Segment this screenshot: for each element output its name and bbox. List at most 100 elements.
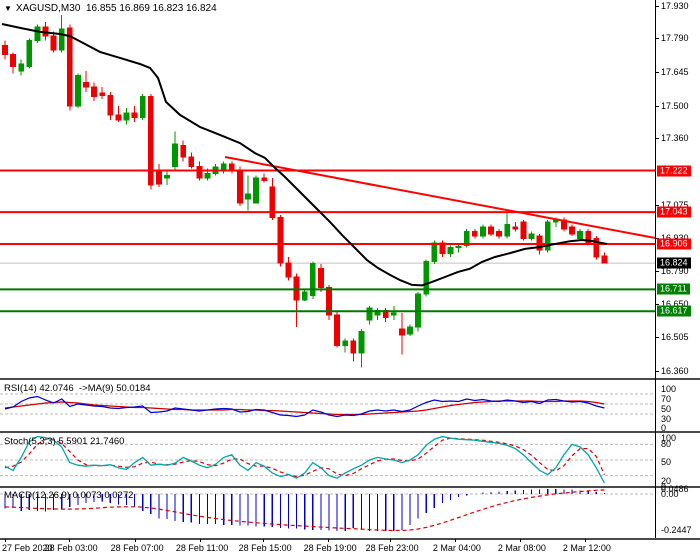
candle-body	[342, 340, 349, 346]
macd-panel[interactable]	[0, 488, 656, 538]
price-level-tag: 16.711	[657, 283, 690, 295]
candle-body	[593, 237, 600, 258]
candle-body	[75, 75, 81, 107]
price-axis-label: 17.075	[661, 199, 689, 210]
candle-body	[512, 226, 519, 230]
time-axis-label: 27 Feb 2020	[2, 543, 53, 553]
time-axis-label: 28 Feb 03:00	[44, 543, 98, 553]
candle-body	[58, 28, 65, 51]
price-axis-tick	[655, 371, 659, 372]
candle-body	[10, 54, 16, 67]
candle-body	[123, 112, 130, 121]
indicator-axis-label: 100	[661, 384, 677, 394]
indicator-axis-label: 50	[661, 457, 672, 467]
candle-body	[301, 291, 308, 301]
candle-body	[188, 156, 195, 167]
price-axis-tick	[655, 204, 659, 206]
time-axis-tick	[328, 539, 329, 542]
panel-separator[interactable]	[0, 538, 700, 540]
panel-separator[interactable]	[0, 431, 700, 433]
candle-body	[91, 86, 97, 98]
time-axis-label: 28 Feb 15:00	[238, 543, 292, 553]
stoch-title: Stoch(5,3,3) 5.5901 21.7460	[4, 436, 125, 447]
candle-body	[261, 177, 268, 181]
stoch-main-line	[4, 435, 605, 484]
price-axis-tick	[655, 303, 659, 305]
indicator-axis-label: 0.00	[661, 489, 679, 499]
candle-body	[366, 307, 373, 321]
candle-body	[496, 230, 503, 237]
candle-body	[326, 286, 332, 316]
price-axis-label: 16.650	[661, 298, 689, 309]
candle-body	[139, 96, 146, 118]
price-axis-tick	[655, 105, 659, 107]
candle-body	[504, 223, 511, 237]
candle-body	[471, 230, 478, 237]
candle-body	[423, 261, 430, 295]
price-axis-label: 16.930	[661, 233, 689, 243]
candle-body	[66, 27, 73, 107]
candle-body	[2, 44, 8, 56]
time-axis-tick	[263, 539, 264, 542]
candle-body	[131, 112, 138, 118]
price-axis-label: 17.645	[661, 67, 689, 78]
price-axis-label: 17.790	[661, 33, 689, 44]
candle-body	[180, 144, 187, 158]
price-axis-tick	[655, 38, 659, 40]
candle-body	[569, 226, 575, 235]
candle-body	[107, 94, 114, 116]
rsi-main-line	[4, 395, 605, 418]
candle-body	[237, 169, 243, 204]
candle-body	[358, 330, 365, 354]
candle-body	[245, 193, 251, 200]
candle-body	[156, 170, 162, 185]
price-axis-label: 16.360	[661, 366, 689, 376]
candle-body	[172, 143, 178, 167]
time-axis-tick	[390, 539, 391, 542]
candle-body	[115, 114, 122, 121]
indicator-axis-label: 0	[661, 482, 667, 492]
price-axis-border	[655, 0, 656, 538]
time-axis-tick	[200, 539, 201, 542]
time-axis-label: 2 Mar 04:00	[432, 543, 481, 553]
candle-body	[204, 172, 211, 179]
candle-body	[350, 340, 357, 354]
candle-body	[390, 312, 397, 316]
panel-separator[interactable]	[0, 378, 700, 380]
time-axis-label: 28 Feb 19:00	[303, 543, 357, 553]
time-axis-tick	[520, 539, 521, 542]
price-level-tag: 16.906	[657, 238, 691, 250]
stochastic-panel[interactable]	[0, 433, 656, 486]
candle-body	[544, 221, 551, 251]
main-price-chart[interactable]	[0, 0, 656, 378]
candle-body	[285, 262, 292, 278]
candle-body	[318, 268, 324, 288]
panel-separator[interactable]	[0, 486, 700, 488]
candle-body	[83, 82, 89, 88]
macd-title: MACD(12,26,9) 0.0073 0.0272	[4, 490, 134, 501]
descending-trendline	[224, 156, 656, 239]
indicator-axis-label: 0	[661, 423, 667, 433]
rsi-panel[interactable]	[0, 380, 656, 431]
macd-signal-line	[4, 489, 605, 532]
price-axis-label: 16.790	[661, 265, 689, 276]
time-axis-label: 2 Mar 12:00	[562, 543, 611, 553]
candle-body	[520, 221, 527, 239]
candle-body	[601, 255, 608, 264]
indicator-axis-label: 100	[661, 433, 677, 443]
price-level-tag: 16.824	[657, 257, 691, 269]
time-axis-tick	[135, 539, 136, 542]
price-axis-tick	[655, 5, 659, 7]
moving-average-line	[1, 23, 608, 287]
chart-title: ▼ XAGUSD,M30 16.855 16.869 16.823 16.824	[4, 3, 217, 14]
time-axis-tick	[5, 539, 6, 542]
symbol-dropdown-arrow-icon[interactable]: ▼	[4, 4, 12, 13]
price-level-tag: 17.222	[657, 165, 691, 176]
candle-body	[407, 326, 413, 335]
price-axis-tick	[655, 337, 659, 339]
time-axis-tick	[69, 539, 70, 542]
candle-body	[463, 230, 470, 246]
time-axis-tick	[455, 539, 456, 542]
price-level-tag: 16.617	[657, 305, 691, 317]
symbol-period-label: XAGUSD,M30	[15, 3, 81, 14]
